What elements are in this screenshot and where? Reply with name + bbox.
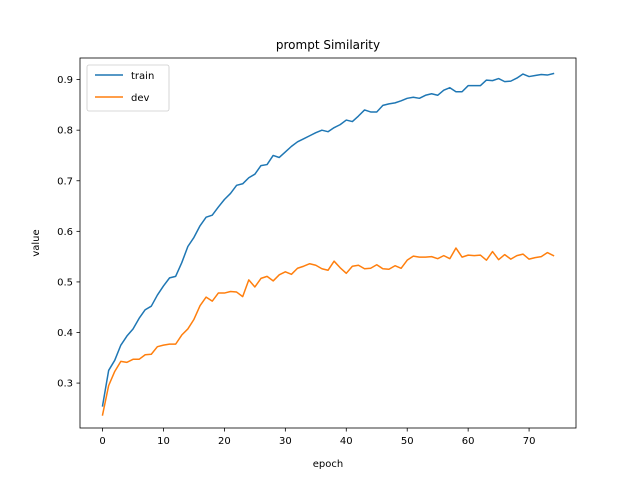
x-tick-label: 10 bbox=[157, 436, 170, 447]
series-line-dev bbox=[101, 247, 555, 416]
x-axis-label: epoch bbox=[313, 459, 343, 470]
y-tick-label: 0.8 bbox=[57, 126, 73, 137]
chart-title: prompt Similarity bbox=[276, 38, 380, 52]
plot-frame bbox=[79, 57, 577, 429]
legend: train dev bbox=[86, 64, 170, 112]
legend-box bbox=[86, 64, 170, 112]
x-tick-label: 50 bbox=[401, 436, 414, 447]
series-line-train bbox=[101, 72, 555, 407]
x-tick-label: 30 bbox=[279, 436, 292, 447]
y-tick-label: 0.6 bbox=[57, 227, 73, 238]
legend-label-train: train bbox=[131, 71, 154, 82]
y-axis: 0.3 0.4 0.5 0.6 0.7 0.8 0.9 bbox=[57, 75, 80, 390]
y-tick-label: 0.3 bbox=[57, 379, 73, 390]
y-tick-label: 0.4 bbox=[57, 328, 73, 339]
y-tick-label: 0.9 bbox=[57, 75, 73, 86]
y-axis-label: value bbox=[31, 229, 42, 256]
x-tick-label: 20 bbox=[218, 436, 231, 447]
y-tick-label: 0.7 bbox=[57, 176, 73, 187]
x-tick-label: 70 bbox=[523, 436, 536, 447]
x-tick-label: 0 bbox=[99, 436, 105, 447]
x-tick-label: 40 bbox=[340, 436, 353, 447]
x-tick-label: 60 bbox=[462, 436, 475, 447]
series-layer bbox=[101, 72, 555, 416]
legend-label-dev: dev bbox=[131, 93, 150, 104]
x-axis: 0 10 20 30 40 50 60 70 bbox=[99, 428, 535, 447]
y-tick-label: 0.5 bbox=[57, 277, 73, 288]
